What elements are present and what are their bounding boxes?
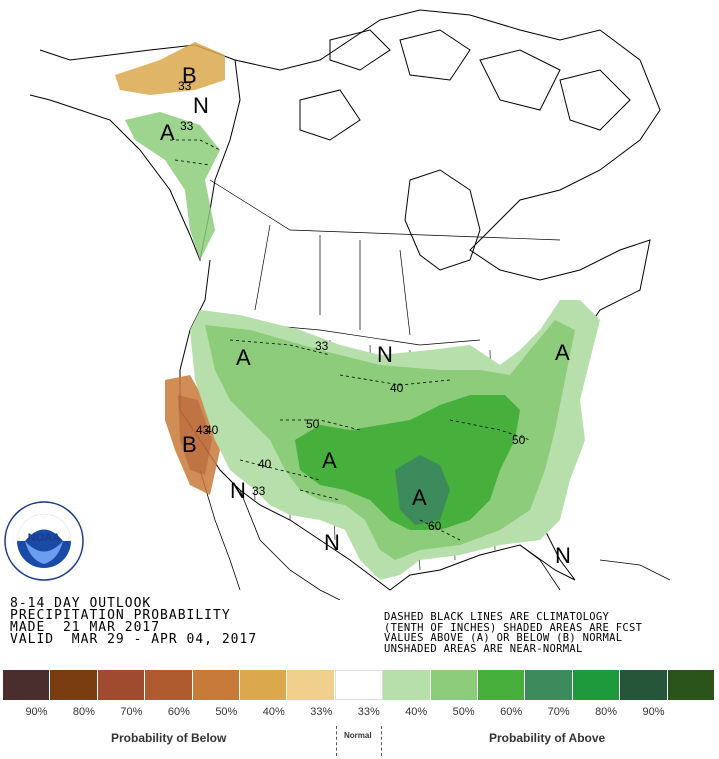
legend-note-line: UNSHADED AREAS ARE NEAR-NORMAL xyxy=(384,642,583,655)
legend-swatch xyxy=(287,670,335,700)
legend-swatch xyxy=(50,670,98,700)
label-northeast-a: A xyxy=(555,340,570,365)
legend-swatch xyxy=(620,670,668,700)
legend-below-label: Probability of Below xyxy=(111,731,227,745)
label-cal-b: B xyxy=(182,432,197,457)
contour-label: 43 xyxy=(196,423,210,437)
legend-percent: 33% xyxy=(310,706,333,718)
legend-swatch xyxy=(430,670,479,700)
legend-percent: 40% xyxy=(405,706,428,718)
legend-note-line: (TENTH OF INCHES) SHADED AREAS ARE FCST xyxy=(384,621,643,634)
legend-swatch xyxy=(3,670,51,700)
legend-percent: 90% xyxy=(25,706,48,718)
legend-percent: 80% xyxy=(595,706,618,718)
legend-percent: 90% xyxy=(642,706,665,718)
legend-swatch xyxy=(383,670,431,700)
legend-swatch xyxy=(97,670,146,700)
contour-label: 33 xyxy=(252,484,266,498)
legend-swatch xyxy=(145,670,193,700)
contour-label: 33 xyxy=(178,79,192,93)
contour-label: 33 xyxy=(180,119,194,133)
legend-percent: 80% xyxy=(72,706,95,718)
outlook-map: B A N A B A A A N N N N 33 33 33 40 50 4… xyxy=(29,9,671,600)
legend-color-bar xyxy=(3,670,716,700)
legend-divider xyxy=(336,726,337,756)
legend-percent: 60% xyxy=(167,706,190,718)
legend-percent: 60% xyxy=(500,706,523,718)
svg-text:NOAA: NOAA xyxy=(28,532,60,544)
legend-percent-spacer xyxy=(668,706,715,718)
legend-swatch xyxy=(525,670,573,700)
hudson-bay xyxy=(404,169,481,271)
label-south-a: A xyxy=(412,485,427,510)
label-n-southwest: N xyxy=(230,478,246,503)
legend-note-line: DASHED BLACK LINES ARE CLIMATOLOGY xyxy=(384,611,610,623)
legend-swatch xyxy=(667,670,716,700)
label-alaska-b: B xyxy=(182,63,197,88)
legend-percent: 33% xyxy=(357,706,380,718)
region-us-above-70 xyxy=(395,455,450,525)
legend-swatch xyxy=(240,670,288,700)
legend-swatch xyxy=(192,670,241,700)
caption-subtitle: PRECIPITATION PROBABILITY xyxy=(10,608,231,623)
contour-label: 40 xyxy=(258,457,272,471)
contour-label: 50 xyxy=(306,417,320,431)
caption-title: 8-14 DAY OUTLOOK xyxy=(10,596,152,611)
alaska-outline xyxy=(29,44,241,262)
region-alaska-below xyxy=(115,42,225,95)
legend-percent: 40% xyxy=(262,706,285,718)
label-n-florida: N xyxy=(555,543,571,568)
legend-swatch xyxy=(478,670,526,700)
contour-label: 40 xyxy=(390,381,404,395)
outlook-caption: 8-14 DAY OUTLOOK PRECIPITATION PROBABILI… xyxy=(10,596,258,647)
legend-note-line: VALUES ABOVE (A) OR BELOW (B) NORMAL xyxy=(384,632,623,644)
legend-swatch xyxy=(572,670,621,700)
legend-normal-label: Normal xyxy=(344,731,372,740)
legend-percent: 50% xyxy=(215,706,238,718)
contour-label: 60 xyxy=(428,519,442,533)
legend-above-label: Probability of Above xyxy=(489,731,606,745)
legend-percent: 70% xyxy=(547,706,570,718)
caption-valid: VALID MAR 29 - APR 04, 2017 xyxy=(10,632,258,647)
legend-divider xyxy=(381,726,382,756)
legend-percent: 50% xyxy=(452,706,475,718)
legend-percent: 70% xyxy=(120,706,143,718)
label-west-a: A xyxy=(236,345,251,370)
contour-label: 50 xyxy=(512,433,526,447)
legend-note: DASHED BLACK LINES ARE CLIMATOLOGY (TENT… xyxy=(384,612,642,654)
label-alaska-a: A xyxy=(160,120,175,145)
label-alaska-n: N xyxy=(193,93,209,118)
legend-percent-row: 90% 80% 70% 60% 50% 40% 33% 33% 40% 50% 60% 70% 80% 9… xyxy=(3,706,715,718)
region-alaska-above xyxy=(125,112,220,260)
label-central-a: A xyxy=(322,448,337,473)
noaa-logo: NOAA xyxy=(4,501,84,581)
caption-made: MADE 21 MAR 2017 xyxy=(10,620,161,635)
label-n-north: N xyxy=(377,342,393,367)
contour-label: 33 xyxy=(315,339,329,353)
label-n-texas: N xyxy=(324,530,340,555)
legend-swatch xyxy=(334,670,384,700)
contour-label: 40 xyxy=(205,423,219,437)
